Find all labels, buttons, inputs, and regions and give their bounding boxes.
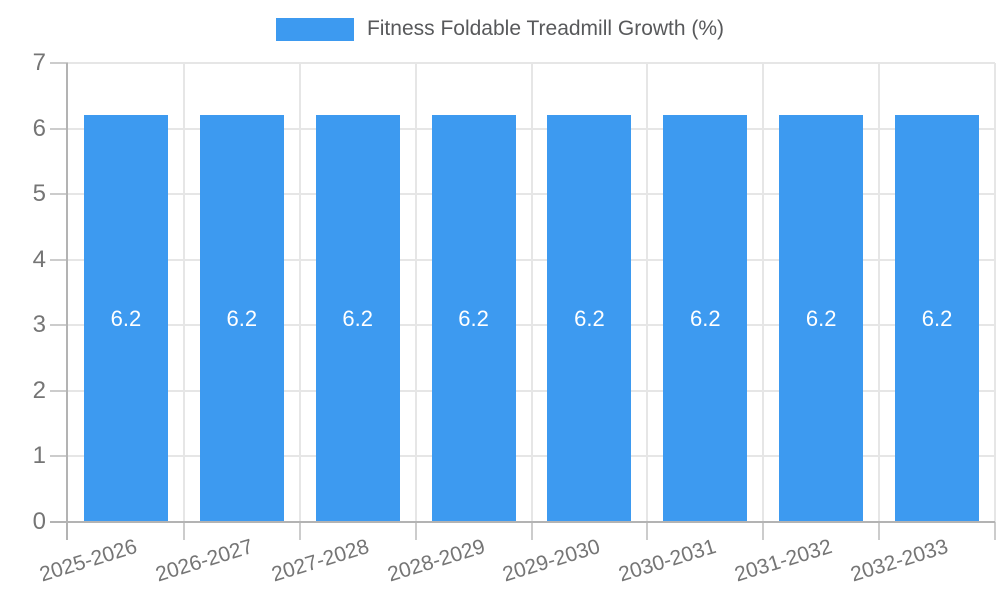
x-axis-tick xyxy=(530,522,533,540)
x-tick-label: 2026-2027 xyxy=(152,535,256,587)
y-axis-tick xyxy=(50,193,68,196)
vertical-gridline xyxy=(994,63,996,522)
x-axis-tick xyxy=(182,522,185,540)
y-tick-label: 5 xyxy=(32,180,46,208)
y-axis-tick xyxy=(50,127,68,130)
bar-value-label: 6.2 xyxy=(226,305,258,331)
x-tick-label: 2027-2028 xyxy=(268,535,372,587)
x-axis-tick xyxy=(762,522,765,540)
x-tick-label: 2030-2031 xyxy=(616,535,720,587)
y-tick-label: 0 xyxy=(32,508,46,535)
y-axis-tick xyxy=(50,389,68,392)
y-axis-tick xyxy=(50,455,68,458)
x-tick-label: 2025-2026 xyxy=(36,535,140,587)
bar[interactable]: 6.2 xyxy=(895,115,980,522)
bar-value-label: 6.2 xyxy=(805,305,837,331)
bar-value-label: 6.2 xyxy=(690,305,721,331)
y-tick-label: 4 xyxy=(32,245,46,273)
legend-series-label: Fitness Foldable Treadmill Growth (%) xyxy=(366,17,725,40)
vertical-gridline xyxy=(182,63,185,522)
bar-value-label: 6.2 xyxy=(574,305,605,331)
y-tick-label: 3 xyxy=(32,311,46,339)
x-axis-tick xyxy=(414,522,417,540)
bar[interactable]: 6.2 xyxy=(779,115,864,522)
x-tick-label: 2032-2033 xyxy=(848,535,951,587)
x-tick-label: 2028-2029 xyxy=(384,535,488,587)
y-axis-tick xyxy=(50,258,68,261)
x-tick-label: 2031-2032 xyxy=(732,535,835,587)
x-axis-tick xyxy=(646,522,649,540)
vertical-gridline xyxy=(878,63,881,522)
vertical-gridline xyxy=(762,63,765,522)
x-axis-tick xyxy=(994,522,996,540)
legend-swatch xyxy=(275,17,354,41)
bar[interactable]: 6.2 xyxy=(83,115,168,522)
bar-value-label: 6.2 xyxy=(110,305,142,331)
bar[interactable]: 6.2 xyxy=(663,115,748,522)
x-axis-tick xyxy=(878,522,881,540)
y-tick-label: 2 xyxy=(32,376,46,404)
chart-legend[interactable]: Fitness Foldable Treadmill Growth (%) xyxy=(0,17,1000,41)
vertical-gridline xyxy=(414,63,417,522)
vertical-gridline xyxy=(298,63,301,522)
vertical-gridline xyxy=(530,63,533,522)
bar[interactable]: 6.2 xyxy=(315,115,400,522)
y-tick-label: 7 xyxy=(32,49,46,76)
bar-value-label: 6.2 xyxy=(458,305,489,331)
x-tick-label: 2029-2030 xyxy=(500,535,604,587)
y-axis-tick xyxy=(50,62,68,64)
bar-value-label: 6.2 xyxy=(921,305,953,331)
bar[interactable]: 6.2 xyxy=(431,115,516,522)
y-tick-label: 6 xyxy=(32,114,46,142)
y-tick-label: 1 xyxy=(32,442,46,470)
y-axis-line xyxy=(66,63,68,540)
bar[interactable]: 6.2 xyxy=(199,115,284,522)
vertical-gridline xyxy=(646,63,649,522)
y-axis-tick xyxy=(50,521,68,523)
x-axis-tick xyxy=(298,522,301,540)
y-axis-tick xyxy=(50,324,68,327)
bar-value-label: 6.2 xyxy=(342,305,373,331)
x-axis-baseline xyxy=(68,521,995,523)
bar[interactable]: 6.2 xyxy=(547,115,632,522)
